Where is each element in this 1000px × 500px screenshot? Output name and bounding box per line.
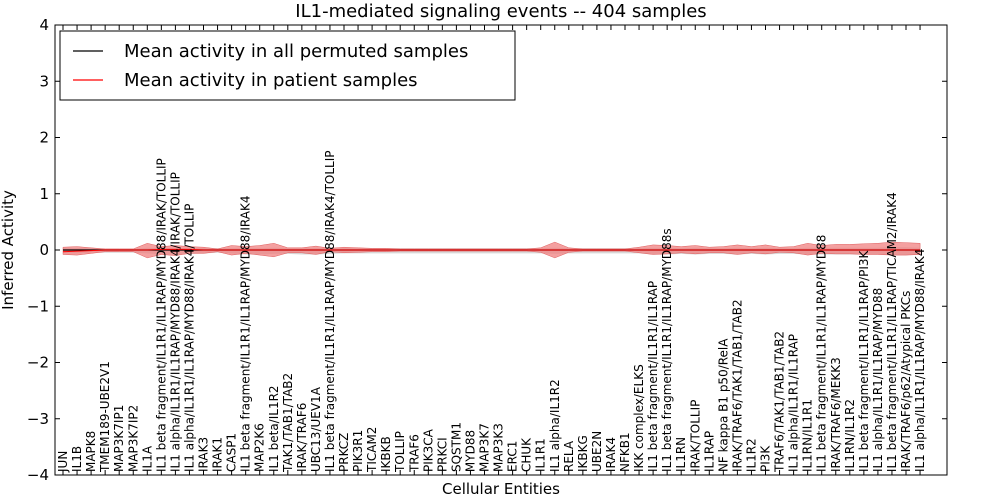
x-tick-label: IL1 beta fragment/IL1R1/IL1RAP/MYD88/IRA…: [323, 150, 337, 471]
x-tick-label: MAP3K7IP2: [126, 405, 140, 472]
x-tick-label: TAK1/TAB1/TAB2: [281, 373, 295, 473]
x-tick-label: TOLLIP: [393, 431, 407, 473]
x-tick-label: IL1 beta fragment/IL1R1/IL1RAP/MYD88/IRA…: [154, 158, 168, 472]
x-tick-label: IL1 beta fragment/IL1R1/IL1RAP/TICAM2/IR…: [885, 192, 899, 472]
x-tick-label: IL1 beta fragment/IL1R1/IL1RAP/PI3K: [857, 249, 871, 472]
x-tick-label: PI3K: [759, 445, 773, 472]
x-tick-label: IL1 beta fragment/IL1R1/IL1RAP/MYD88/IRA…: [239, 196, 253, 473]
chart-title: IL1-mediated signaling events -- 404 sam…: [295, 1, 706, 22]
y-axis: 4 3 2 1 0 −1 −2 −3 −4: [27, 16, 947, 484]
y-tick-label: 0: [39, 241, 49, 259]
y-tick-label: −3: [27, 410, 49, 428]
y-tick-label: 4: [39, 16, 49, 34]
x-tick-label: MAP3K3: [492, 423, 506, 472]
y-tick-label: 1: [39, 185, 49, 203]
x-tick-label: IKBKB: [379, 436, 393, 472]
x-tick-label: NFKB1: [618, 432, 632, 472]
x-tick-label: UBC13/UEV1A: [309, 386, 323, 472]
x-tick-label: IL1 beta fragment/IL1R1/IL1RAP/MYD88s: [660, 228, 674, 472]
x-tick-label: IRAK4: [604, 437, 618, 472]
legend-box: [59, 30, 516, 101]
x-tick-label: PRKCZ: [337, 433, 351, 472]
x-tick-label: IRAK/TRAF6: [295, 403, 309, 472]
x-tick-label: ERC1: [506, 441, 520, 472]
x-tick-label: IL1RN: [674, 437, 688, 472]
x-tick-label: IKBKG: [576, 435, 590, 472]
x-tick-label: NF kappa B1 p50/RelA: [716, 338, 730, 472]
x-tick-label: IL1R1: [534, 438, 548, 472]
y-axis-label: Inferred Activity: [0, 190, 17, 310]
x-axis-label: Cellular Entities: [442, 480, 560, 498]
x-tick-label: UBE2N: [590, 431, 604, 472]
x-tick-label: IL1RN/IL1R2: [843, 399, 857, 472]
x-tick-label: IL1RAP: [702, 431, 716, 472]
x-tick-label: IKK complex/ELKS: [632, 364, 646, 472]
y-tick-label: 2: [39, 129, 49, 147]
legend-label-patient: Mean activity in patient samples: [124, 70, 418, 91]
x-tick-label: SQSTM1: [449, 422, 463, 472]
x-tick-label: PRKCI: [435, 437, 449, 472]
x-tick-label: IL1 beta fragment/IL1R1/IL1RAP/MYD88: [815, 235, 829, 472]
x-tick-label: IRAK/TRAF6/TAK1/TAB1/TAB2: [730, 299, 744, 472]
x-tick-label: IL1 alpha/IL1R2: [548, 379, 562, 472]
x-tick-label: IRAK1: [211, 437, 225, 472]
y-tick-label: −2: [27, 354, 49, 372]
x-tick-label: JUN: [56, 451, 70, 473]
x-tick-label: MAPK8: [84, 431, 98, 472]
legend-label-permuted: Mean activity in all permuted samples: [124, 41, 468, 62]
x-tick-label: IRAK/TOLLIP: [688, 400, 702, 472]
x-tick-label: TRAF6: [407, 434, 421, 473]
x-tick-label: IL1 alpha/IL1R1/IL1RAP/MYD88/IRAK4/TOLLI…: [182, 204, 196, 472]
lines-layer: [62, 248, 921, 253]
x-tick-label: TRAF6/TAK1/TAB1/TAB2: [773, 331, 787, 473]
y-tick-label: 3: [39, 72, 49, 90]
x-tick-label: IL1R2: [745, 438, 759, 472]
x-tick-label: IL1 alpha/IL1R1/IL1RAP: [787, 334, 801, 472]
x-tick-label: IL1B: [70, 446, 84, 472]
series-line-patient: [62, 248, 921, 253]
x-tick-label: IL1A: [140, 445, 154, 472]
x-tick-label: TICAM2: [365, 427, 379, 473]
x-tick-label: TMEM189-UBE2V1: [98, 361, 112, 473]
x-tick-label: IL1 alpha/IL1R1/IL1RAP/MYD88/IRAK4: [913, 249, 927, 472]
x-tick-label: CASP1: [225, 433, 239, 472]
x-tick-label: IL1 beta/IL1R2: [267, 385, 281, 472]
x-tick-label: CHUK: [520, 437, 534, 472]
x-tick-label: MAP2K6: [253, 423, 267, 472]
x-tick-label: MAP3K7IP1: [112, 405, 126, 472]
x-axis: JUN IL1B MAPK8 TMEM189-UBE2V1 MAP3K7IP1 MAP3K…: [56, 25, 927, 475]
x-tick-label: MYD88: [464, 430, 478, 472]
x-tick-label: IRAK/TRAF6/p62/Atypical PKCs: [899, 291, 913, 472]
x-tick-label: MAP3K7: [478, 423, 492, 472]
x-tick-label: IL1 beta fragment/IL1R1/IL1RAP: [646, 281, 660, 472]
x-tick-label: IL1 alpha/IL1R1/IL1RAP/MYD88: [871, 288, 885, 472]
legend: Mean activity in all permuted samples Me…: [59, 30, 516, 101]
x-tick-label: PIK3CA: [421, 428, 435, 472]
y-tick-label: −1: [27, 297, 49, 315]
x-tick-label: PIK3R1: [351, 430, 365, 472]
x-tick-label: RELA: [562, 440, 576, 472]
y-tick-label: −4: [27, 466, 49, 484]
x-tick-label: IRAK3: [197, 437, 211, 472]
x-tick-label: IL1 alpha/IL1R1/IL1RAP/MYD88/IRAK4/IRAK/…: [168, 172, 182, 472]
x-tick-label: IL1RN/IL1R1: [801, 399, 815, 472]
x-tick-label: IRAK/TRAF6/MEKK3: [829, 357, 843, 472]
